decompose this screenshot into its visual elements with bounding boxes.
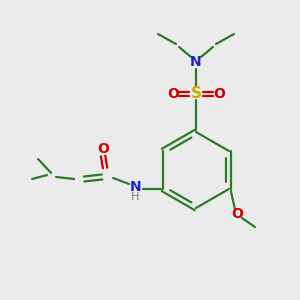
Text: O: O bbox=[167, 87, 179, 101]
Text: O: O bbox=[213, 87, 225, 101]
Text: O: O bbox=[231, 207, 243, 221]
Text: H: H bbox=[131, 192, 139, 202]
Text: N: N bbox=[129, 180, 141, 194]
Text: S: S bbox=[190, 86, 202, 101]
Text: O: O bbox=[97, 142, 109, 156]
Text: N: N bbox=[190, 55, 202, 69]
